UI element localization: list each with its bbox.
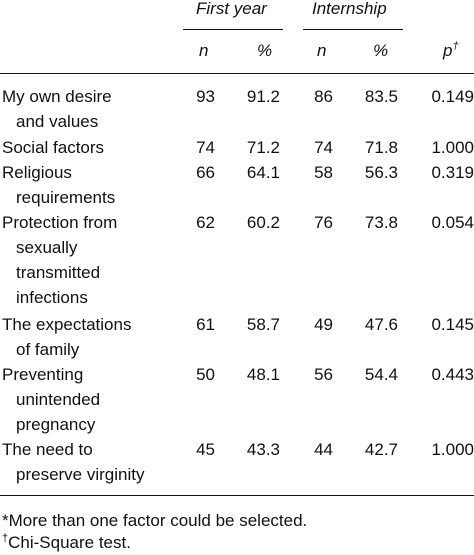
cell-p-value: 0.145 [431, 315, 474, 334]
cell-pct-internship: 83.5 [364, 87, 398, 106]
footnote-2-mark: † [2, 532, 9, 545]
cell-n-first-year: 74 [196, 138, 215, 157]
cell-pct-first-year: 71.2 [246, 138, 280, 157]
cell-p-value: 0.054 [431, 213, 474, 232]
row-label-line: sexually [16, 238, 78, 257]
cell-pct-first-year: 91.2 [246, 87, 280, 106]
row-label-line: unintended [16, 390, 101, 409]
cell-pct-internship: 56.3 [364, 163, 398, 182]
row-label-line: and values [16, 112, 99, 131]
cell-pct-first-year: 64.1 [246, 163, 280, 182]
header-internship: Internship [312, 0, 387, 18]
row-label-line: Protection from [2, 213, 118, 232]
row-label-line: preserve virginity [16, 465, 145, 484]
header-n-internship: n [317, 41, 327, 60]
row-label-line: infections [16, 288, 88, 307]
cell-n-first-year: 45 [196, 440, 215, 459]
cell-n-first-year: 62 [196, 213, 215, 232]
footnote-2-text: Chi-Square test. [8, 533, 131, 552]
row-label: Preventing unintended pregnancy [2, 362, 100, 437]
row-label: Religious requirements [2, 160, 115, 210]
row-label-line: of family [16, 340, 80, 359]
cell-pct-first-year: 60.2 [246, 213, 280, 232]
cell-n-internship: 76 [314, 213, 333, 232]
cell-n-first-year: 66 [196, 163, 215, 182]
cell-n-first-year: 50 [196, 365, 215, 384]
cell-pct-internship: 42.7 [364, 440, 398, 459]
row-label-line: The expectations [2, 315, 132, 334]
cell-pct-internship: 71.8 [364, 138, 398, 157]
cell-p-value: 0.149 [431, 87, 474, 106]
row-label: The need to preserve virginity [2, 437, 145, 487]
row-label-line: transmitted [16, 263, 101, 282]
row-label-line: Preventing [2, 365, 84, 384]
footnote-1: *More than one factor could be selected. [2, 508, 307, 533]
first-year-underline [183, 29, 283, 30]
header-pct-internship: % [373, 41, 389, 60]
footnote-2: †Chi-Square test. [2, 530, 131, 555]
cell-p-value: 0.443 [431, 365, 474, 384]
row-label-line: requirements [16, 188, 116, 207]
footnote-1-text: More than one factor could be selected. [8, 511, 308, 530]
cell-n-internship: 74 [314, 138, 333, 157]
cell-p-value: 1.000 [431, 138, 474, 157]
row-label: Protection from sexually transmitted infect… [2, 210, 117, 310]
footnote-1-mark: * [2, 511, 9, 530]
row-label-line: Social factors [2, 138, 105, 157]
cell-p-value: 0.319 [431, 163, 474, 182]
cell-pct-internship: 47.6 [364, 315, 398, 334]
internship-underline [303, 29, 403, 30]
cell-n-internship: 49 [314, 315, 333, 334]
cell-pct-first-year: 43.3 [246, 440, 280, 459]
cell-n-internship: 58 [314, 163, 333, 182]
row-label-line: pregnancy [16, 415, 96, 434]
cell-n-internship: 44 [314, 440, 333, 459]
p-label: p [443, 41, 453, 60]
table-bottom-rule [0, 495, 474, 496]
row-label: The expectations of family [2, 312, 131, 362]
header-rule [0, 73, 474, 74]
dagger-mark: † [452, 40, 459, 53]
header-pct-first-year: % [257, 41, 273, 60]
cell-n-first-year: 61 [196, 315, 215, 334]
cell-pct-first-year: 58.7 [246, 315, 280, 334]
row-label: Social factors [2, 135, 104, 160]
row-label-line: The need to [2, 440, 93, 459]
header-n-first-year: n [199, 41, 209, 60]
cell-pct-internship: 54.4 [364, 365, 398, 384]
row-label-line: Religious [2, 163, 72, 182]
header-first-year: First year [196, 0, 267, 18]
cell-n-first-year: 93 [196, 87, 215, 106]
cell-pct-internship: 73.8 [364, 213, 398, 232]
cell-n-internship: 56 [314, 365, 333, 384]
cell-n-internship: 86 [314, 87, 333, 106]
row-label: My own desire and values [2, 84, 112, 134]
cell-pct-first-year: 48.1 [246, 365, 280, 384]
row-label-line: My own desire [2, 87, 112, 106]
header-p-value: p† [443, 38, 459, 63]
cell-p-value: 1.000 [431, 440, 474, 459]
